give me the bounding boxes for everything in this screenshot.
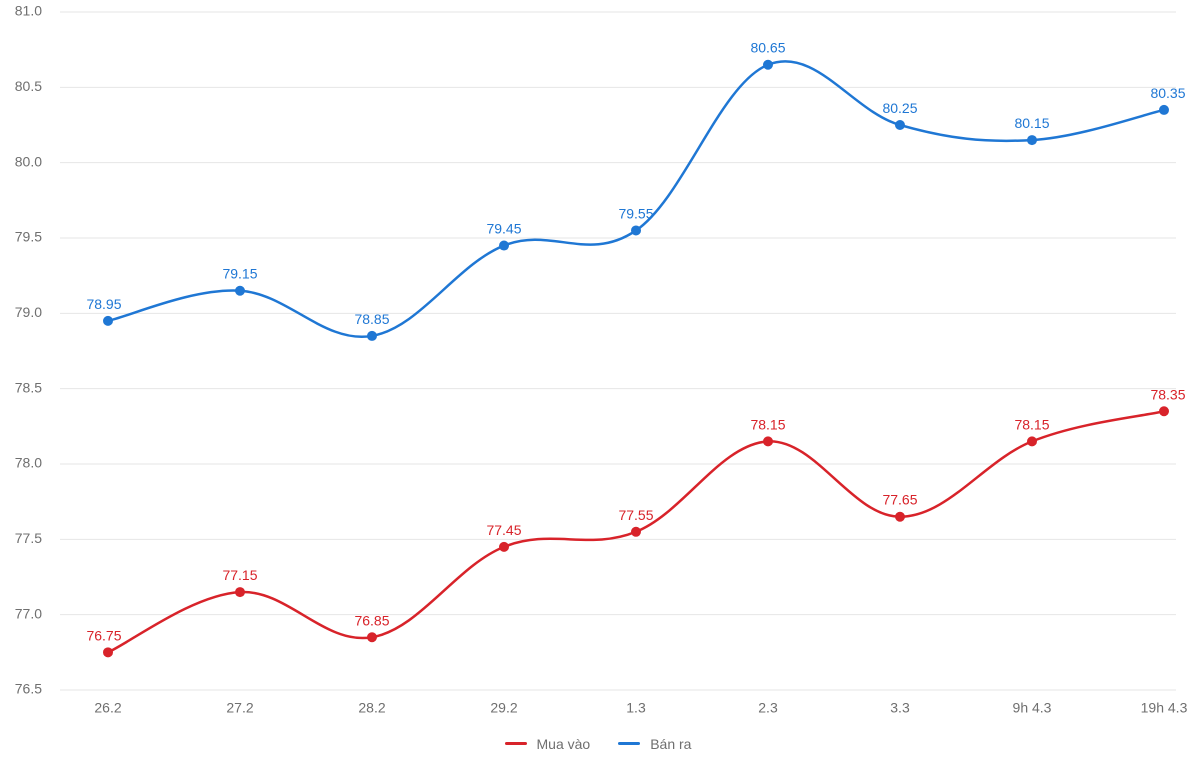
y-axis-tick-label: 77.0: [15, 605, 42, 621]
series-point-label-mua_vao: 77.15: [222, 567, 257, 583]
y-axis-tick-label: 78.0: [15, 455, 42, 471]
legend-item-mua_vao: Mua vào: [505, 736, 591, 752]
y-axis-tick-label: 81.0: [15, 3, 42, 19]
x-axis-tick-label: 3.3: [890, 699, 910, 715]
series-point-ban_ra: [631, 225, 641, 235]
series-point-mua_vao: [499, 542, 509, 552]
series-point-mua_vao: [1159, 406, 1169, 416]
series-point-ban_ra: [499, 241, 509, 251]
series-point-label-ban_ra: 78.85: [354, 311, 389, 327]
series-point-label-mua_vao: 78.35: [1150, 386, 1185, 402]
series-point-mua_vao: [367, 632, 377, 642]
y-axis-tick-label: 80.5: [15, 78, 42, 94]
legend-swatch: [505, 742, 527, 745]
y-axis-tick-label: 79.5: [15, 229, 42, 245]
series-point-mua_vao: [235, 587, 245, 597]
series-point-label-ban_ra: 80.35: [1150, 85, 1185, 101]
y-axis-tick-label: 76.5: [15, 681, 42, 697]
legend-swatch: [618, 742, 640, 745]
series-point-ban_ra: [367, 331, 377, 341]
series-point-label-mua_vao: 77.45: [486, 522, 521, 538]
series-point-mua_vao: [103, 647, 113, 657]
y-axis-tick-label: 78.5: [15, 379, 42, 395]
x-axis-tick-label: 9h 4.3: [1013, 699, 1052, 715]
series-point-mua_vao: [631, 527, 641, 537]
series-point-label-mua_vao: 77.65: [882, 492, 917, 508]
series-point-label-ban_ra: 80.15: [1014, 115, 1049, 131]
series-line-ban_ra: [108, 61, 1164, 337]
x-axis-tick-label: 26.2: [94, 699, 121, 715]
series-point-label-mua_vao: 77.55: [618, 507, 653, 523]
series-point-label-ban_ra: 79.55: [618, 205, 653, 221]
legend-label: Mua vào: [537, 736, 591, 752]
series-point-ban_ra: [235, 286, 245, 296]
series-point-label-mua_vao: 78.15: [1014, 416, 1049, 432]
series-point-mua_vao: [1027, 436, 1037, 446]
y-axis-tick-label: 80.0: [15, 153, 42, 169]
x-axis-tick-label: 27.2: [226, 699, 253, 715]
x-axis-tick-label: 19h 4.3: [1141, 699, 1188, 715]
series-point-label-mua_vao: 76.75: [86, 627, 121, 643]
legend-label: Bán ra: [650, 736, 691, 752]
series-point-ban_ra: [103, 316, 113, 326]
x-axis-tick-label: 2.3: [758, 699, 778, 715]
y-axis-tick-label: 77.5: [15, 530, 42, 546]
series-point-label-ban_ra: 80.65: [750, 40, 785, 56]
series-point-ban_ra: [1027, 135, 1037, 145]
x-axis-tick-label: 1.3: [626, 699, 646, 715]
line-chart: 76.5 77.0 77.5 78.0 78.5 79.0 79.5 80.0 80.5 81.0…: [0, 0, 1196, 757]
series-point-mua_vao: [895, 512, 905, 522]
series-point-label-mua_vao: 76.85: [354, 612, 389, 628]
series-point-ban_ra: [1159, 105, 1169, 115]
x-axis-tick-label: 29.2: [490, 699, 517, 715]
y-axis-tick-label: 79.0: [15, 304, 42, 320]
series-point-label-mua_vao: 78.15: [750, 416, 785, 432]
chart-legend: Mua vào Bán ra: [0, 732, 1196, 752]
series-point-mua_vao: [763, 436, 773, 446]
x-axis-tick-label: 28.2: [358, 699, 385, 715]
series-point-ban_ra: [895, 120, 905, 130]
series-point-label-ban_ra: 79.45: [486, 221, 521, 237]
series-point-label-ban_ra: 80.25: [882, 100, 917, 116]
chart-svg: 76.5 77.0 77.5 78.0 78.5 79.0 79.5 80.0 80.5 81.0…: [0, 0, 1196, 757]
legend-item-ban_ra: Bán ra: [618, 736, 691, 752]
series-point-ban_ra: [763, 60, 773, 70]
series-point-label-ban_ra: 78.95: [86, 296, 121, 312]
series-point-label-ban_ra: 79.15: [222, 266, 257, 282]
